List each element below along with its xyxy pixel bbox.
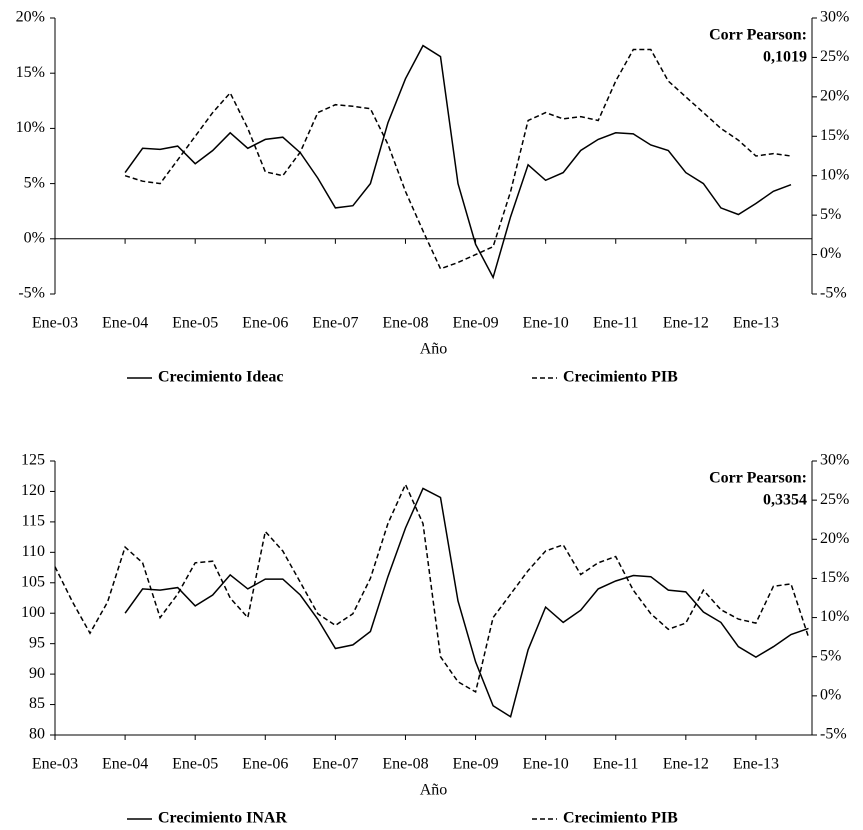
x-tick-label: Ene-04 <box>102 315 148 332</box>
x-tick-label: Ene-05 <box>172 315 218 332</box>
y-tick-label: 20% <box>16 9 45 26</box>
legend-label: Crecimiento PIB <box>563 810 678 827</box>
x-tick-label: Ene-12 <box>663 315 709 332</box>
x-tick-label: Ene-06 <box>242 756 288 773</box>
y-tick-label: 120 <box>21 482 45 499</box>
series-line <box>54 482 810 694</box>
x-tick-label: Ene-06 <box>242 315 288 332</box>
y-tick-label: 105 <box>21 573 45 590</box>
x-tick-label: Ene-03 <box>32 315 78 332</box>
y2-tick-label: 15% <box>820 569 849 586</box>
x-axis-label: Año <box>420 782 448 799</box>
annotation: 0,1019 <box>763 49 807 66</box>
annotation: Corr Pearson: <box>709 470 807 487</box>
legend-label: Crecimiento INAR <box>158 810 287 827</box>
x-tick-label: Ene-13 <box>733 315 779 332</box>
y2-tick-label: 15% <box>820 127 849 144</box>
y-tick-label: 100 <box>21 604 45 621</box>
x-tick-label: Ene-09 <box>452 756 498 773</box>
x-tick-label: Ene-10 <box>523 315 569 332</box>
y-tick-label: 95 <box>29 634 45 651</box>
y2-tick-label: 0% <box>820 245 841 262</box>
y2-tick-label: 5% <box>820 647 841 664</box>
y2-tick-label: -5% <box>820 285 847 302</box>
y2-tick-label: 30% <box>820 9 849 26</box>
x-tick-label: Ene-08 <box>382 756 428 773</box>
y-tick-label: 0% <box>24 229 45 246</box>
y-tick-label: 15% <box>16 64 45 81</box>
y2-tick-label: 0% <box>820 687 841 704</box>
y2-tick-label: 30% <box>820 452 849 469</box>
annotation: Corr Pearson: <box>709 27 807 44</box>
x-tick-label: Ene-07 <box>312 315 358 332</box>
series-line <box>124 487 809 718</box>
series-line <box>124 48 792 270</box>
y-tick-label: 125 <box>21 452 45 469</box>
y2-tick-label: 5% <box>820 206 841 223</box>
y2-tick-label: 10% <box>820 166 849 183</box>
x-tick-label: Ene-05 <box>172 756 218 773</box>
x-tick-label: Ene-12 <box>663 756 709 773</box>
y-tick-label: 115 <box>22 513 45 530</box>
x-tick-label: Ene-11 <box>593 756 639 773</box>
y2-tick-label: 20% <box>820 88 849 105</box>
x-tick-label: Ene-04 <box>102 756 148 773</box>
x-axis-label: Año <box>420 341 448 358</box>
y2-tick-label: 25% <box>820 491 849 508</box>
annotation: 0,3354 <box>763 492 807 509</box>
y2-tick-label: 25% <box>820 48 849 65</box>
y-tick-label: -5% <box>18 285 45 302</box>
x-tick-label: Ene-11 <box>593 315 639 332</box>
y-tick-label: 5% <box>24 174 45 191</box>
x-tick-label: Ene-10 <box>523 756 569 773</box>
y-tick-label: 80 <box>29 726 45 743</box>
y2-tick-label: 20% <box>820 530 849 547</box>
y2-tick-label: -5% <box>820 726 847 743</box>
legend-label: Crecimiento Ideac <box>158 369 283 386</box>
x-tick-label: Ene-07 <box>312 756 358 773</box>
x-tick-label: Ene-13 <box>733 756 779 773</box>
legend-label: Crecimiento PIB <box>563 369 678 386</box>
y-tick-label: 85 <box>29 695 45 712</box>
x-tick-label: Ene-09 <box>452 315 498 332</box>
x-tick-label: Ene-03 <box>32 756 78 773</box>
y2-tick-label: 10% <box>820 608 849 625</box>
y-tick-label: 10% <box>16 119 45 136</box>
y-tick-label: 110 <box>22 543 45 560</box>
x-tick-label: Ene-08 <box>382 315 428 332</box>
series-line <box>124 44 792 280</box>
y-tick-label: 90 <box>29 665 45 682</box>
